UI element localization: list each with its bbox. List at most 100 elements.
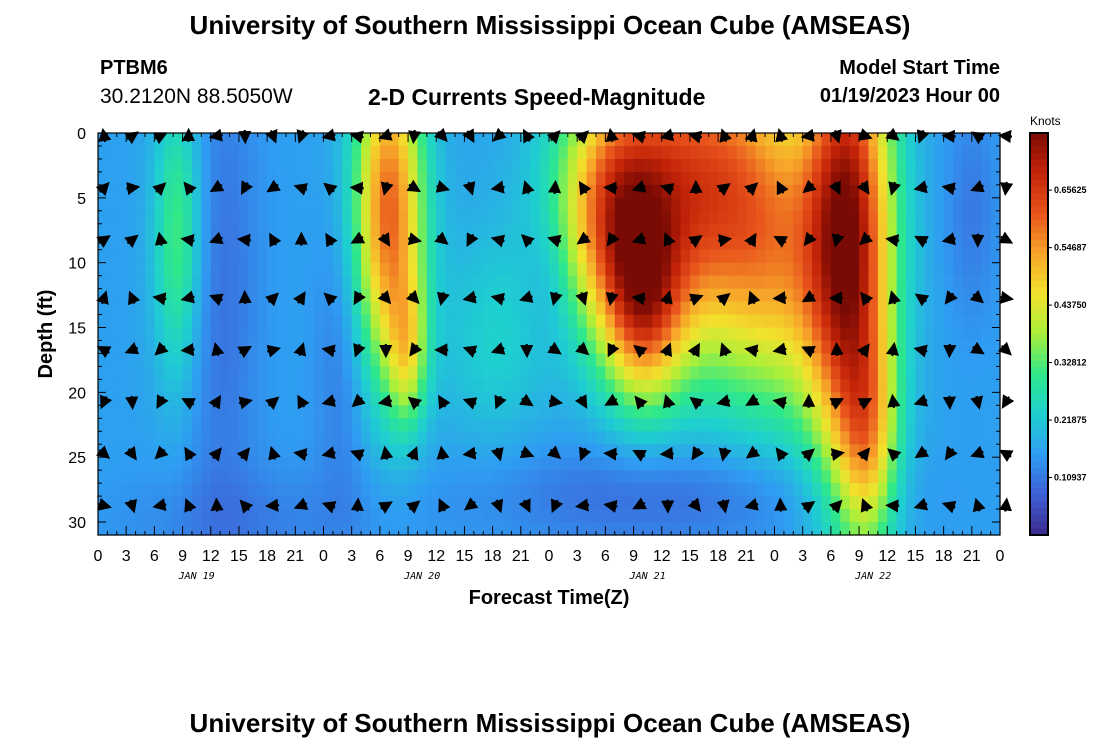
heatmap-cell — [765, 470, 776, 484]
heatmap-cell — [144, 405, 155, 419]
heatmap-cell — [154, 366, 165, 380]
heatmap-cell — [154, 223, 165, 238]
x-tick-label: 6 — [601, 548, 610, 565]
heatmap-cell — [361, 236, 372, 251]
heatmap-cell — [840, 184, 851, 199]
heatmap-cell — [417, 314, 428, 329]
heatmap-cell — [755, 171, 766, 186]
current-vector — [659, 446, 674, 460]
heatmap-cell — [887, 431, 898, 445]
heatmap-cell — [849, 197, 860, 212]
heatmap-cell — [821, 210, 832, 225]
current-vector — [264, 292, 279, 307]
heatmap-cell — [492, 327, 503, 342]
heatmap-cell — [351, 470, 362, 484]
heatmap-cell — [849, 145, 860, 160]
heatmap-cell — [408, 314, 419, 329]
heatmap-cell — [426, 509, 437, 523]
heatmap-cell — [727, 509, 738, 523]
heatmap-cell — [614, 353, 625, 368]
heatmap-cell — [680, 301, 691, 316]
heatmap-cell — [689, 353, 700, 368]
heatmap-cell — [765, 210, 776, 225]
heatmap-cell — [408, 145, 419, 160]
heatmap-cell — [351, 509, 362, 523]
heatmap-cell — [426, 158, 437, 173]
current-vector — [466, 232, 479, 248]
heatmap-cell — [558, 210, 569, 225]
heatmap-cell — [116, 249, 127, 264]
x-tick-label: 21 — [963, 548, 981, 565]
heatmap-cell — [746, 275, 757, 290]
colorbar-segment — [1030, 367, 1048, 375]
current-vector — [856, 343, 870, 358]
heatmap-cell — [586, 366, 597, 380]
heatmap-cell — [586, 145, 597, 160]
heatmap-cell — [755, 392, 766, 406]
heatmap-cell — [191, 275, 202, 290]
heatmap-cell — [595, 262, 606, 277]
heatmap-cell — [736, 210, 747, 225]
heatmap-cell — [624, 522, 635, 536]
heatmap-cell — [605, 314, 616, 329]
heatmap-cell — [859, 145, 870, 160]
heatmap-cell — [990, 158, 1001, 173]
current-vector — [998, 497, 1012, 512]
heatmap-cell — [107, 353, 118, 368]
heatmap-cell — [746, 431, 757, 445]
heatmap-cell — [257, 366, 268, 380]
heatmap-cell — [238, 158, 249, 173]
heatmap-cell — [163, 249, 174, 264]
current-vector — [719, 342, 733, 357]
heatmap-cell — [624, 340, 635, 355]
heatmap-cell — [210, 522, 221, 536]
heatmap-cell — [314, 133, 325, 147]
heatmap-cell — [652, 431, 663, 445]
heatmap-cell — [163, 288, 174, 303]
heatmap-cell — [107, 379, 118, 393]
heatmap-cell — [549, 249, 559, 264]
heatmap-cell — [116, 262, 127, 277]
heatmap-cell — [154, 496, 165, 510]
heatmap-cell — [389, 340, 400, 355]
heatmap-cell — [323, 340, 334, 355]
heatmap-cell — [605, 522, 616, 536]
heatmap-cell — [408, 522, 419, 536]
heatmap-cell — [849, 133, 860, 147]
heatmap-cell — [934, 184, 945, 199]
heatmap-cell — [736, 197, 747, 212]
heatmap-cell — [389, 405, 400, 419]
heatmap-cell — [624, 444, 635, 458]
heatmap-cell — [464, 444, 475, 458]
x-tick-label: 6 — [150, 548, 159, 565]
heatmap-cell — [163, 483, 174, 497]
current-vector — [181, 398, 197, 410]
heatmap-cell — [605, 197, 616, 212]
station-coordinates: 30.2120N 88.5050W — [100, 85, 293, 108]
heatmap-cell — [135, 379, 146, 393]
heatmap-cell — [408, 249, 419, 264]
heatmap-cell — [182, 522, 193, 536]
heatmap-cell — [379, 353, 390, 368]
heatmap-cell — [689, 301, 700, 316]
heatmap-cell — [389, 236, 400, 251]
heatmap-cell — [229, 301, 240, 316]
heatmap-cell — [821, 418, 832, 432]
current-vector — [659, 128, 675, 142]
current-vector — [603, 500, 618, 514]
heatmap-cell — [830, 418, 841, 432]
station-id: PTBM6 — [100, 57, 168, 79]
heatmap-cell — [774, 379, 785, 393]
heatmap-cell — [295, 379, 306, 393]
heatmap-cell — [173, 444, 184, 458]
heatmap-cell — [398, 314, 409, 329]
heatmap-cell — [877, 418, 888, 432]
current-vector — [490, 234, 506, 248]
heatmap-cell — [802, 275, 813, 290]
heatmap-cell — [520, 171, 531, 186]
heatmap-cell — [361, 379, 372, 393]
heatmap-cell — [483, 470, 494, 484]
heatmap-cell — [990, 457, 1001, 471]
heatmap-cell — [361, 223, 372, 238]
heatmap-cell — [605, 457, 616, 471]
